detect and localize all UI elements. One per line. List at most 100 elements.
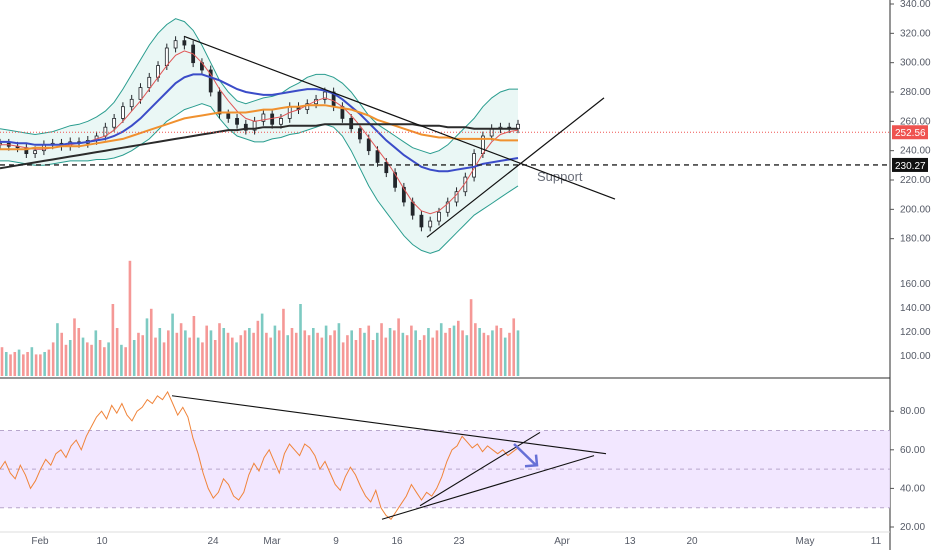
price-tick-label: 200.00 bbox=[900, 204, 931, 215]
volume-bar bbox=[312, 328, 315, 376]
volume-bar bbox=[439, 323, 443, 376]
rsi-tick-label: 20.00 bbox=[900, 522, 925, 533]
time-tick-label: Mar bbox=[263, 536, 281, 547]
volume-bar bbox=[103, 347, 106, 376]
support-tag-label: 230.27 bbox=[895, 161, 926, 172]
ma-orange-line bbox=[0, 104, 518, 151]
time-tick-label: May bbox=[796, 536, 815, 547]
volume-bar bbox=[39, 354, 42, 376]
time-tick-label: 11 bbox=[871, 536, 882, 547]
volume-bar bbox=[491, 330, 494, 376]
volume-bar bbox=[128, 260, 132, 376]
volume-bar bbox=[393, 330, 396, 376]
time-tick-label: 23 bbox=[453, 536, 465, 547]
price-tick-label: 300.00 bbox=[900, 58, 931, 69]
volume-bar bbox=[375, 332, 379, 376]
price-tick-label: 220.00 bbox=[900, 175, 931, 186]
volume-bar bbox=[47, 349, 51, 376]
volume-bar bbox=[13, 352, 17, 376]
volume-bar bbox=[495, 325, 498, 376]
volume-bar bbox=[90, 344, 93, 376]
volume-bar bbox=[56, 323, 59, 376]
price-tick-label: 320.00 bbox=[900, 28, 931, 39]
volume-bar bbox=[341, 342, 345, 376]
candle-body bbox=[129, 98, 134, 108]
volume-tick-label: 120.00 bbox=[900, 327, 931, 338]
price-axis: 180.00 200.00 220.00 240.00 260.00 280.00 300.… bbox=[890, 0, 931, 533]
support-tag-bg bbox=[892, 157, 928, 172]
volume-bar bbox=[205, 325, 208, 376]
volume-bar bbox=[167, 330, 170, 376]
volume-bar bbox=[422, 335, 426, 376]
candle-body bbox=[375, 150, 380, 163]
volume-bar bbox=[115, 328, 119, 376]
volume-bar bbox=[444, 332, 447, 376]
candle-body bbox=[393, 172, 397, 188]
candle-body bbox=[322, 91, 327, 100]
volume-bar bbox=[73, 318, 76, 376]
candle-body bbox=[419, 214, 424, 228]
volume-bar bbox=[354, 340, 358, 376]
candle-body bbox=[235, 118, 239, 125]
volume-bar bbox=[397, 318, 400, 376]
volume-bar bbox=[418, 340, 422, 376]
trendline-drawings[interactable] bbox=[171, 35, 616, 520]
volume-tick-label: 140.00 bbox=[900, 303, 931, 314]
volume-bar bbox=[196, 337, 200, 376]
candle-body bbox=[366, 138, 371, 152]
candle-body bbox=[112, 118, 117, 128]
volume-bar bbox=[30, 347, 34, 376]
volume-bar bbox=[149, 308, 153, 376]
candle-body bbox=[138, 87, 143, 100]
volume-bar bbox=[414, 330, 417, 376]
rsi-arrow-shaft bbox=[513, 443, 537, 467]
price-tick-label: 340.00 bbox=[900, 0, 931, 10]
volume-tick-label: 160.00 bbox=[900, 279, 931, 290]
volume-bar bbox=[516, 330, 520, 376]
volume-bar bbox=[320, 337, 324, 376]
bb-upper-line bbox=[0, 18, 518, 155]
volume-bar bbox=[60, 332, 64, 376]
volume-bar bbox=[256, 320, 260, 376]
time-tick-label: 24 bbox=[207, 536, 219, 547]
candle-body bbox=[164, 47, 169, 67]
volume-bar bbox=[427, 328, 430, 376]
volume-bar bbox=[248, 328, 251, 376]
candle-body bbox=[217, 91, 222, 115]
candle-body bbox=[121, 106, 125, 119]
time-tick-label: 13 bbox=[624, 536, 636, 547]
volume-bar bbox=[410, 325, 413, 376]
volume-bar bbox=[243, 330, 247, 376]
volume-bar bbox=[17, 349, 21, 376]
rsi-uptrend-line-1 bbox=[381, 455, 595, 520]
volume-bar bbox=[286, 335, 290, 376]
volume-bar bbox=[154, 337, 157, 376]
volume-bar bbox=[252, 332, 255, 376]
volume-bar bbox=[162, 342, 166, 376]
volume-bar bbox=[26, 352, 29, 376]
volume-bar bbox=[94, 330, 98, 376]
volume-bar bbox=[508, 332, 511, 376]
volume-bar bbox=[452, 325, 456, 376]
volume-bar bbox=[265, 332, 268, 376]
volume-bar bbox=[294, 332, 298, 376]
volume-bar bbox=[124, 347, 127, 376]
volume-bar bbox=[222, 328, 226, 376]
candle-body bbox=[208, 69, 213, 93]
volume-bar bbox=[469, 299, 473, 376]
volume-bar bbox=[260, 313, 264, 376]
volume-bar bbox=[401, 332, 405, 376]
candle-body bbox=[472, 153, 477, 178]
volume-bar bbox=[201, 342, 204, 376]
price-tick-label: 280.00 bbox=[900, 87, 931, 98]
rsi-panel bbox=[0, 390, 890, 521]
moving-averages: Support bbox=[0, 50, 890, 215]
price-tick-label: 240.00 bbox=[900, 146, 931, 157]
candle-body bbox=[270, 113, 275, 125]
volume-bar bbox=[141, 335, 145, 376]
volume-bar bbox=[448, 328, 452, 376]
volume-bar bbox=[171, 313, 174, 376]
volume-bar bbox=[43, 352, 46, 376]
volume-bar bbox=[316, 332, 319, 376]
time-axis: Feb 10 24 Mar 9 16 23 Apr 13 20 May 11 bbox=[0, 531, 890, 547]
